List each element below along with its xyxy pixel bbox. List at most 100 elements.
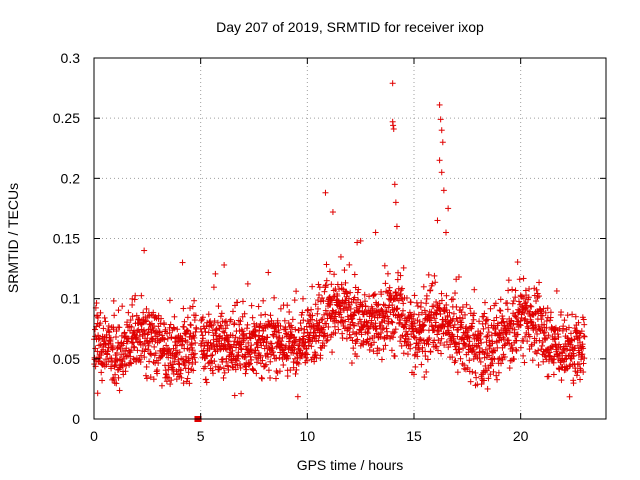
data-point xyxy=(181,362,188,369)
data-point xyxy=(145,346,152,353)
data-point xyxy=(558,309,565,316)
data-point xyxy=(449,354,456,361)
data-point xyxy=(416,318,423,325)
data-point xyxy=(253,359,260,366)
data-point xyxy=(572,313,579,320)
data-point xyxy=(329,297,336,304)
data-point xyxy=(237,318,244,325)
data-points xyxy=(91,80,588,422)
data-point xyxy=(166,297,173,304)
data-point xyxy=(435,304,442,311)
x-tick-label: 0 xyxy=(90,428,98,444)
data-point xyxy=(455,273,462,280)
data-point xyxy=(252,347,259,354)
data-point xyxy=(351,294,358,301)
data-point xyxy=(410,323,417,330)
data-point xyxy=(533,298,540,305)
data-point xyxy=(394,276,401,283)
data-point xyxy=(101,314,108,321)
data-point xyxy=(131,296,138,303)
data-point xyxy=(459,304,466,311)
data-point xyxy=(353,330,360,337)
data-point xyxy=(482,346,489,353)
data-point xyxy=(467,378,474,385)
data-point xyxy=(381,262,388,269)
data-point xyxy=(567,330,574,337)
data-point xyxy=(191,297,198,304)
data-point xyxy=(264,334,271,341)
data-point xyxy=(137,359,144,366)
data-point xyxy=(358,331,365,338)
data-point xyxy=(410,315,417,322)
data-point xyxy=(248,302,255,309)
data-point xyxy=(400,264,407,271)
data-point xyxy=(200,335,207,342)
data-point xyxy=(476,355,483,362)
data-point xyxy=(203,379,210,386)
data-point xyxy=(330,293,337,300)
data-point xyxy=(349,319,356,326)
data-point xyxy=(394,305,401,312)
data-point xyxy=(536,337,543,344)
data-point xyxy=(265,269,272,276)
data-point xyxy=(341,267,348,274)
data-point xyxy=(368,317,375,324)
data-point xyxy=(231,320,238,327)
data-point xyxy=(239,313,246,320)
data-point xyxy=(401,324,408,331)
data-point xyxy=(161,321,168,328)
data-point xyxy=(453,315,460,322)
data-point xyxy=(270,332,277,339)
data-point xyxy=(524,338,531,345)
data-point xyxy=(490,347,497,354)
data-point xyxy=(451,359,458,366)
data-point-peak xyxy=(445,205,452,212)
data-point xyxy=(304,357,311,364)
data-point xyxy=(247,353,254,360)
data-point xyxy=(510,356,517,363)
data-point xyxy=(450,296,457,303)
data-point xyxy=(443,306,450,313)
data-point xyxy=(150,376,157,383)
data-point xyxy=(564,346,571,353)
data-point xyxy=(414,353,421,360)
data-point xyxy=(547,314,554,321)
data-point xyxy=(344,307,351,314)
data-point xyxy=(514,259,521,266)
data-point xyxy=(189,347,196,354)
data-point xyxy=(145,342,152,349)
data-point xyxy=(466,338,473,345)
data-point xyxy=(413,334,420,341)
data-point xyxy=(331,323,338,330)
data-point xyxy=(577,376,584,383)
data-point xyxy=(541,329,548,336)
data-point xyxy=(156,338,163,345)
data-point xyxy=(482,362,489,369)
data-point xyxy=(505,287,512,294)
data-point xyxy=(397,272,404,279)
data-point xyxy=(161,336,168,343)
data-point xyxy=(218,310,225,317)
data-point xyxy=(420,337,427,344)
data-point xyxy=(527,302,534,309)
data-point xyxy=(450,324,457,331)
data-point xyxy=(438,350,445,357)
data-point xyxy=(201,343,208,350)
data-point xyxy=(347,289,354,296)
data-point xyxy=(171,313,178,320)
data-point-peak xyxy=(439,139,446,146)
data-point xyxy=(273,355,280,362)
data-point xyxy=(499,315,506,322)
data-point xyxy=(162,326,169,333)
data-point xyxy=(258,374,265,381)
data-point xyxy=(130,355,137,362)
data-point xyxy=(134,347,141,354)
data-point xyxy=(210,321,217,328)
data-point xyxy=(138,292,145,299)
data-point xyxy=(253,370,260,377)
data-point xyxy=(110,376,117,383)
data-point xyxy=(495,369,502,376)
data-point xyxy=(105,323,112,330)
data-point xyxy=(184,375,191,382)
x-tick-label: 20 xyxy=(513,428,529,444)
